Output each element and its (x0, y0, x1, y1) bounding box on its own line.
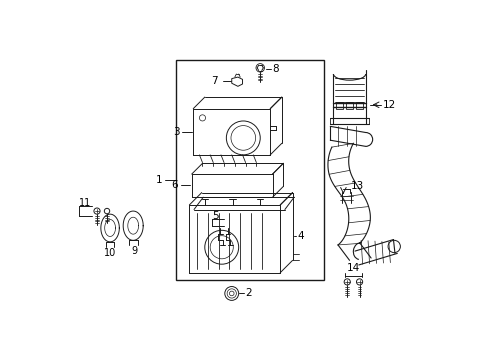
Text: 14: 14 (346, 263, 359, 273)
Text: 4: 4 (297, 231, 303, 241)
Text: 7: 7 (211, 76, 218, 86)
Text: 3: 3 (172, 127, 179, 137)
Text: 9: 9 (131, 246, 138, 256)
Text: 11: 11 (79, 198, 91, 208)
Text: 8: 8 (271, 64, 278, 75)
Bar (346, 102, 353, 109)
Text: 13: 13 (349, 181, 363, 191)
Bar (356, 102, 363, 109)
Text: 6: 6 (171, 180, 178, 190)
Bar (336, 102, 343, 109)
Text: 12: 12 (382, 100, 395, 110)
Bar (176, 60, 324, 280)
Text: 2: 2 (244, 288, 251, 298)
Text: 5: 5 (211, 211, 218, 221)
Text: 10: 10 (104, 248, 116, 258)
Text: 1: 1 (156, 175, 162, 185)
